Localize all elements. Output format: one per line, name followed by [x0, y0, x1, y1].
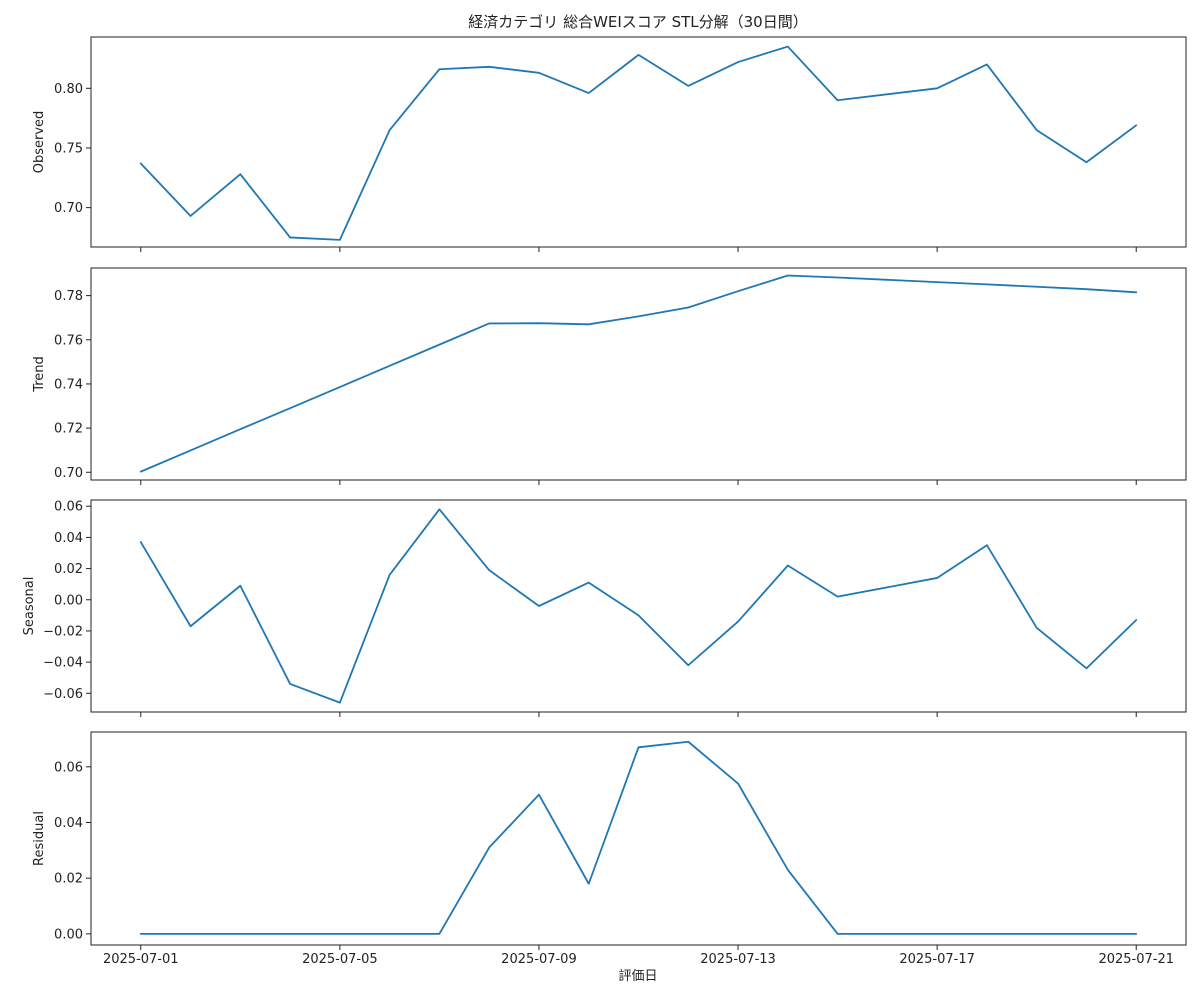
series-line-trend — [139, 274, 1138, 473]
y-tick-label: −0.06 — [43, 687, 83, 702]
y-tick-label: 0.76 — [54, 333, 83, 348]
y-tick-label: 0.70 — [54, 201, 83, 216]
x-tick-label: 2025-07-17 — [899, 952, 975, 967]
y-axis-label: Observed — [32, 111, 47, 174]
panels-container: 0.70 0.75 0.80 Observed 0.70 0.72 0.74 0.76 0.78… — [22, 36, 1187, 967]
plot-frame — [90, 267, 1187, 481]
y-tick-label: 0.75 — [54, 141, 83, 156]
panel-trend: 0.70 0.72 0.74 0.76 0.78 Trend — [32, 267, 1187, 485]
y-tick-label: 0.74 — [54, 377, 83, 392]
series-line-seasonal — [139, 508, 1138, 704]
x-tick-label: 2025-07-01 — [103, 952, 179, 967]
y-tick-label: 0.00 — [54, 593, 83, 608]
y-tick-label: 0.72 — [54, 422, 83, 437]
plot-frame — [90, 36, 1187, 248]
plot-frame — [90, 499, 1187, 713]
x-tick-label: 2025-07-05 — [302, 952, 378, 967]
x-tick-label: 2025-07-09 — [501, 952, 577, 967]
series-line-observed — [139, 45, 1138, 241]
y-tick-label: 0.80 — [54, 82, 83, 97]
series-line-residual — [139, 740, 1138, 935]
panel-observed: 0.70 0.75 0.80 Observed — [32, 36, 1187, 252]
y-axis-label: Seasonal — [22, 577, 37, 636]
y-tick-label: 0.04 — [54, 531, 83, 546]
y-tick-label: 0.06 — [54, 760, 83, 775]
y-axis-label: Residual — [32, 811, 47, 866]
panel-seasonal: −0.06 −0.04 −0.02 0.00 0.02 0.04 0.06 Seasonal — [22, 499, 1187, 717]
y-tick-label: 0.00 — [54, 927, 83, 942]
plot-frame — [90, 731, 1187, 946]
y-tick-label: −0.04 — [43, 656, 83, 671]
y-tick-label: 0.04 — [54, 816, 83, 831]
x-tick-label: 2025-07-13 — [700, 952, 776, 967]
y-tick-label: 0.02 — [54, 872, 83, 887]
y-tick-label: 0.02 — [54, 562, 83, 577]
chart-title: 経済カテゴリ 総合WEIスコア STL分解（30日間） — [468, 13, 807, 31]
y-tick-label: 0.78 — [54, 289, 83, 304]
y-axis-label: Trend — [32, 356, 47, 393]
y-tick-label: 0.06 — [54, 500, 83, 515]
y-tick-label: 0.70 — [54, 466, 83, 481]
x-tick-label: 2025-07-21 — [1098, 952, 1174, 967]
x-axis-label: 評価日 — [618, 969, 657, 984]
y-tick-label: −0.02 — [43, 624, 83, 639]
panel-residual: 0.00 0.02 0.04 0.06 2025-07-01 2025-07-05 2025… — [32, 731, 1187, 967]
